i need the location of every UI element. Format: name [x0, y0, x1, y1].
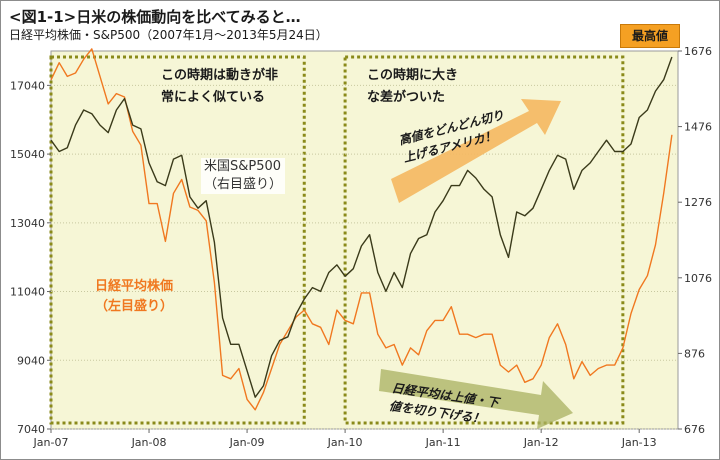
nikkei-label: 日経平均株価 （左目盛り）: [95, 277, 173, 317]
up-trend-arrow: [391, 99, 561, 203]
y-right-tick-label-1: 876: [684, 347, 705, 360]
highlight-period-2: [343, 55, 625, 425]
x-tick-label-2: Jan-09: [229, 436, 265, 449]
nikkei-line: [50, 48, 673, 411]
sp500-label-line2: （右目盛り）: [204, 177, 283, 192]
chart-subtitle: 日経平均株価・S&P500（2007年1月〜2013年5月24日）: [9, 28, 328, 42]
period2-note: この時期に大き な差がついた: [367, 65, 458, 109]
down-trend-arrow: [379, 369, 573, 429]
period2-note-line2: な差がついた: [367, 90, 446, 105]
x-tick-label-4: Jan-11: [425, 436, 461, 449]
y-left-tick-label-2: 11040: [10, 286, 45, 299]
sp500-line: [50, 56, 673, 398]
y-right-tick-label-2: 1076: [684, 272, 712, 285]
y-left-tick-label-1: 9040: [17, 354, 45, 367]
period1-note-line2: 常によく似ている: [161, 90, 266, 105]
sp500-label-line1: 米国S&P500: [204, 159, 282, 174]
y-right-tick-label-3: 1276: [684, 196, 712, 209]
y-left-tick-label-4: 15040: [10, 148, 45, 161]
axes: 7040 9040 11040 13040 15040 17040 676 876 1076 12…: [10, 45, 712, 449]
period1-note: この時期は動きが非 常によく似ている: [161, 65, 278, 109]
x-tick-label-6: Jan-13: [621, 436, 657, 449]
y-right-tick-label-5: 1676: [684, 45, 712, 58]
all-time-high-badge: 最高値: [620, 24, 680, 48]
x-tick-label-5: Jan-12: [523, 436, 559, 449]
highlight-periods: [49, 55, 625, 425]
plot-area: [50, 50, 679, 430]
nikkei-label-line1: 日経平均株価: [95, 279, 174, 294]
y-right-tick-label-4: 1476: [684, 121, 712, 134]
sp500-label: 米国S&P500 （右目盛り）: [201, 158, 286, 194]
gridlines: [51, 84, 678, 430]
series-lines: [50, 48, 673, 411]
x-tick-label-0: Jan-07: [33, 436, 69, 449]
period1-note-line1: この時期は動きが非: [161, 68, 279, 83]
y-left-tick-label-0: 7040: [17, 423, 45, 436]
period2-note-line1: この時期に大き: [367, 68, 459, 83]
y-right-tick-label-0: 676: [684, 423, 705, 436]
y-left-tick-label-5: 17040: [10, 79, 45, 92]
x-tick-label-3: Jan-10: [327, 436, 363, 449]
chart-title: <図1-1>日米の株価動向を比べてみると…: [9, 8, 301, 26]
nikkei-label-line2: （左目盛り）: [95, 299, 174, 314]
x-tick-label-1: Jan-08: [131, 436, 167, 449]
y-left-tick-label-3: 13040: [10, 217, 45, 230]
annotation-arrows: [379, 99, 573, 429]
highlight-period-1: [49, 55, 306, 425]
